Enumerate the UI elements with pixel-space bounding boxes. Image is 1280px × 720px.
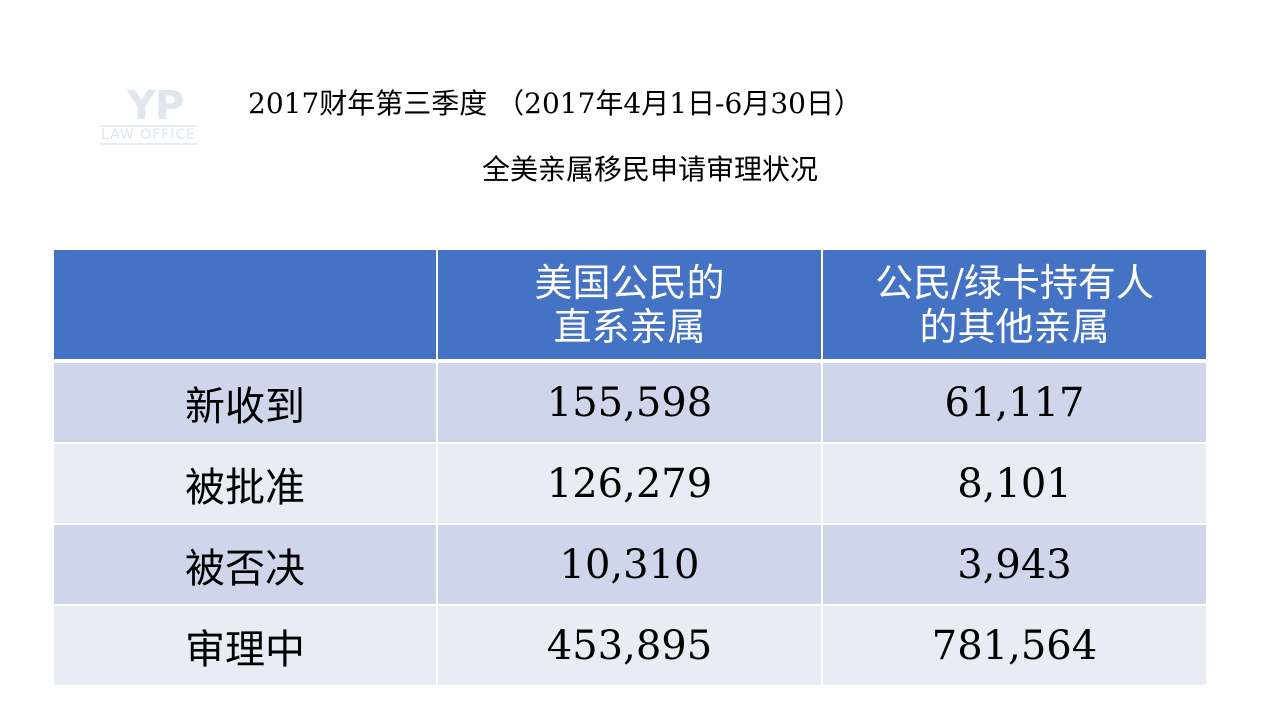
row-label: 审理中 bbox=[54, 605, 438, 687]
header-line: 美国公民的 bbox=[534, 260, 725, 305]
logo-mark: YP bbox=[126, 83, 184, 129]
cell-value: 453,895 bbox=[437, 605, 823, 687]
header-line: 公民/绿卡持有人 bbox=[875, 260, 1154, 305]
header-line: 的其他亲属 bbox=[919, 304, 1110, 349]
row-label: 新收到 bbox=[54, 361, 438, 444]
cell-value: 3,943 bbox=[822, 524, 1206, 606]
cell-value: 10,310 bbox=[437, 524, 823, 606]
table-header-row: 美国公民的 直系亲属 公民/绿卡持有人 的其他亲属 bbox=[54, 250, 1206, 363]
title-line-1: 2017财年第三季度 （2017年4月1日-6月30日） bbox=[248, 87, 862, 120]
cell-value: 155,598 bbox=[437, 361, 823, 444]
header-cell-other-relatives: 公民/绿卡持有人 的其他亲属 bbox=[822, 250, 1206, 363]
cell-value: 61,117 bbox=[822, 361, 1206, 444]
title-line-2: 全美亲属移民申请审理状况 bbox=[481, 153, 818, 186]
table-row: 新收到 155,598 61,117 bbox=[54, 361, 1206, 444]
cell-value: 8,101 bbox=[822, 443, 1206, 525]
table-row: 被批准 126,279 8,101 bbox=[54, 443, 1206, 525]
logo-subtitle: LAW OFFICE bbox=[100, 125, 198, 145]
header-cell-immediate-relatives: 美国公民的 直系亲属 bbox=[437, 250, 823, 363]
table-row: 被否决 10,310 3,943 bbox=[54, 524, 1206, 606]
table-row: 审理中 453,895 781,564 bbox=[54, 605, 1206, 687]
immigration-stats-table: 美国公民的 直系亲属 公民/绿卡持有人 的其他亲属 新收到 155,598 61… bbox=[54, 250, 1206, 687]
row-label: 被批准 bbox=[54, 443, 438, 525]
row-label: 被否决 bbox=[54, 524, 438, 606]
cell-value: 126,279 bbox=[437, 443, 823, 525]
header-line: 直系亲属 bbox=[553, 304, 706, 349]
cell-value: 781,564 bbox=[822, 605, 1206, 687]
company-logo: YP LAW OFFICE bbox=[100, 83, 210, 150]
header-cell-empty bbox=[54, 250, 438, 363]
